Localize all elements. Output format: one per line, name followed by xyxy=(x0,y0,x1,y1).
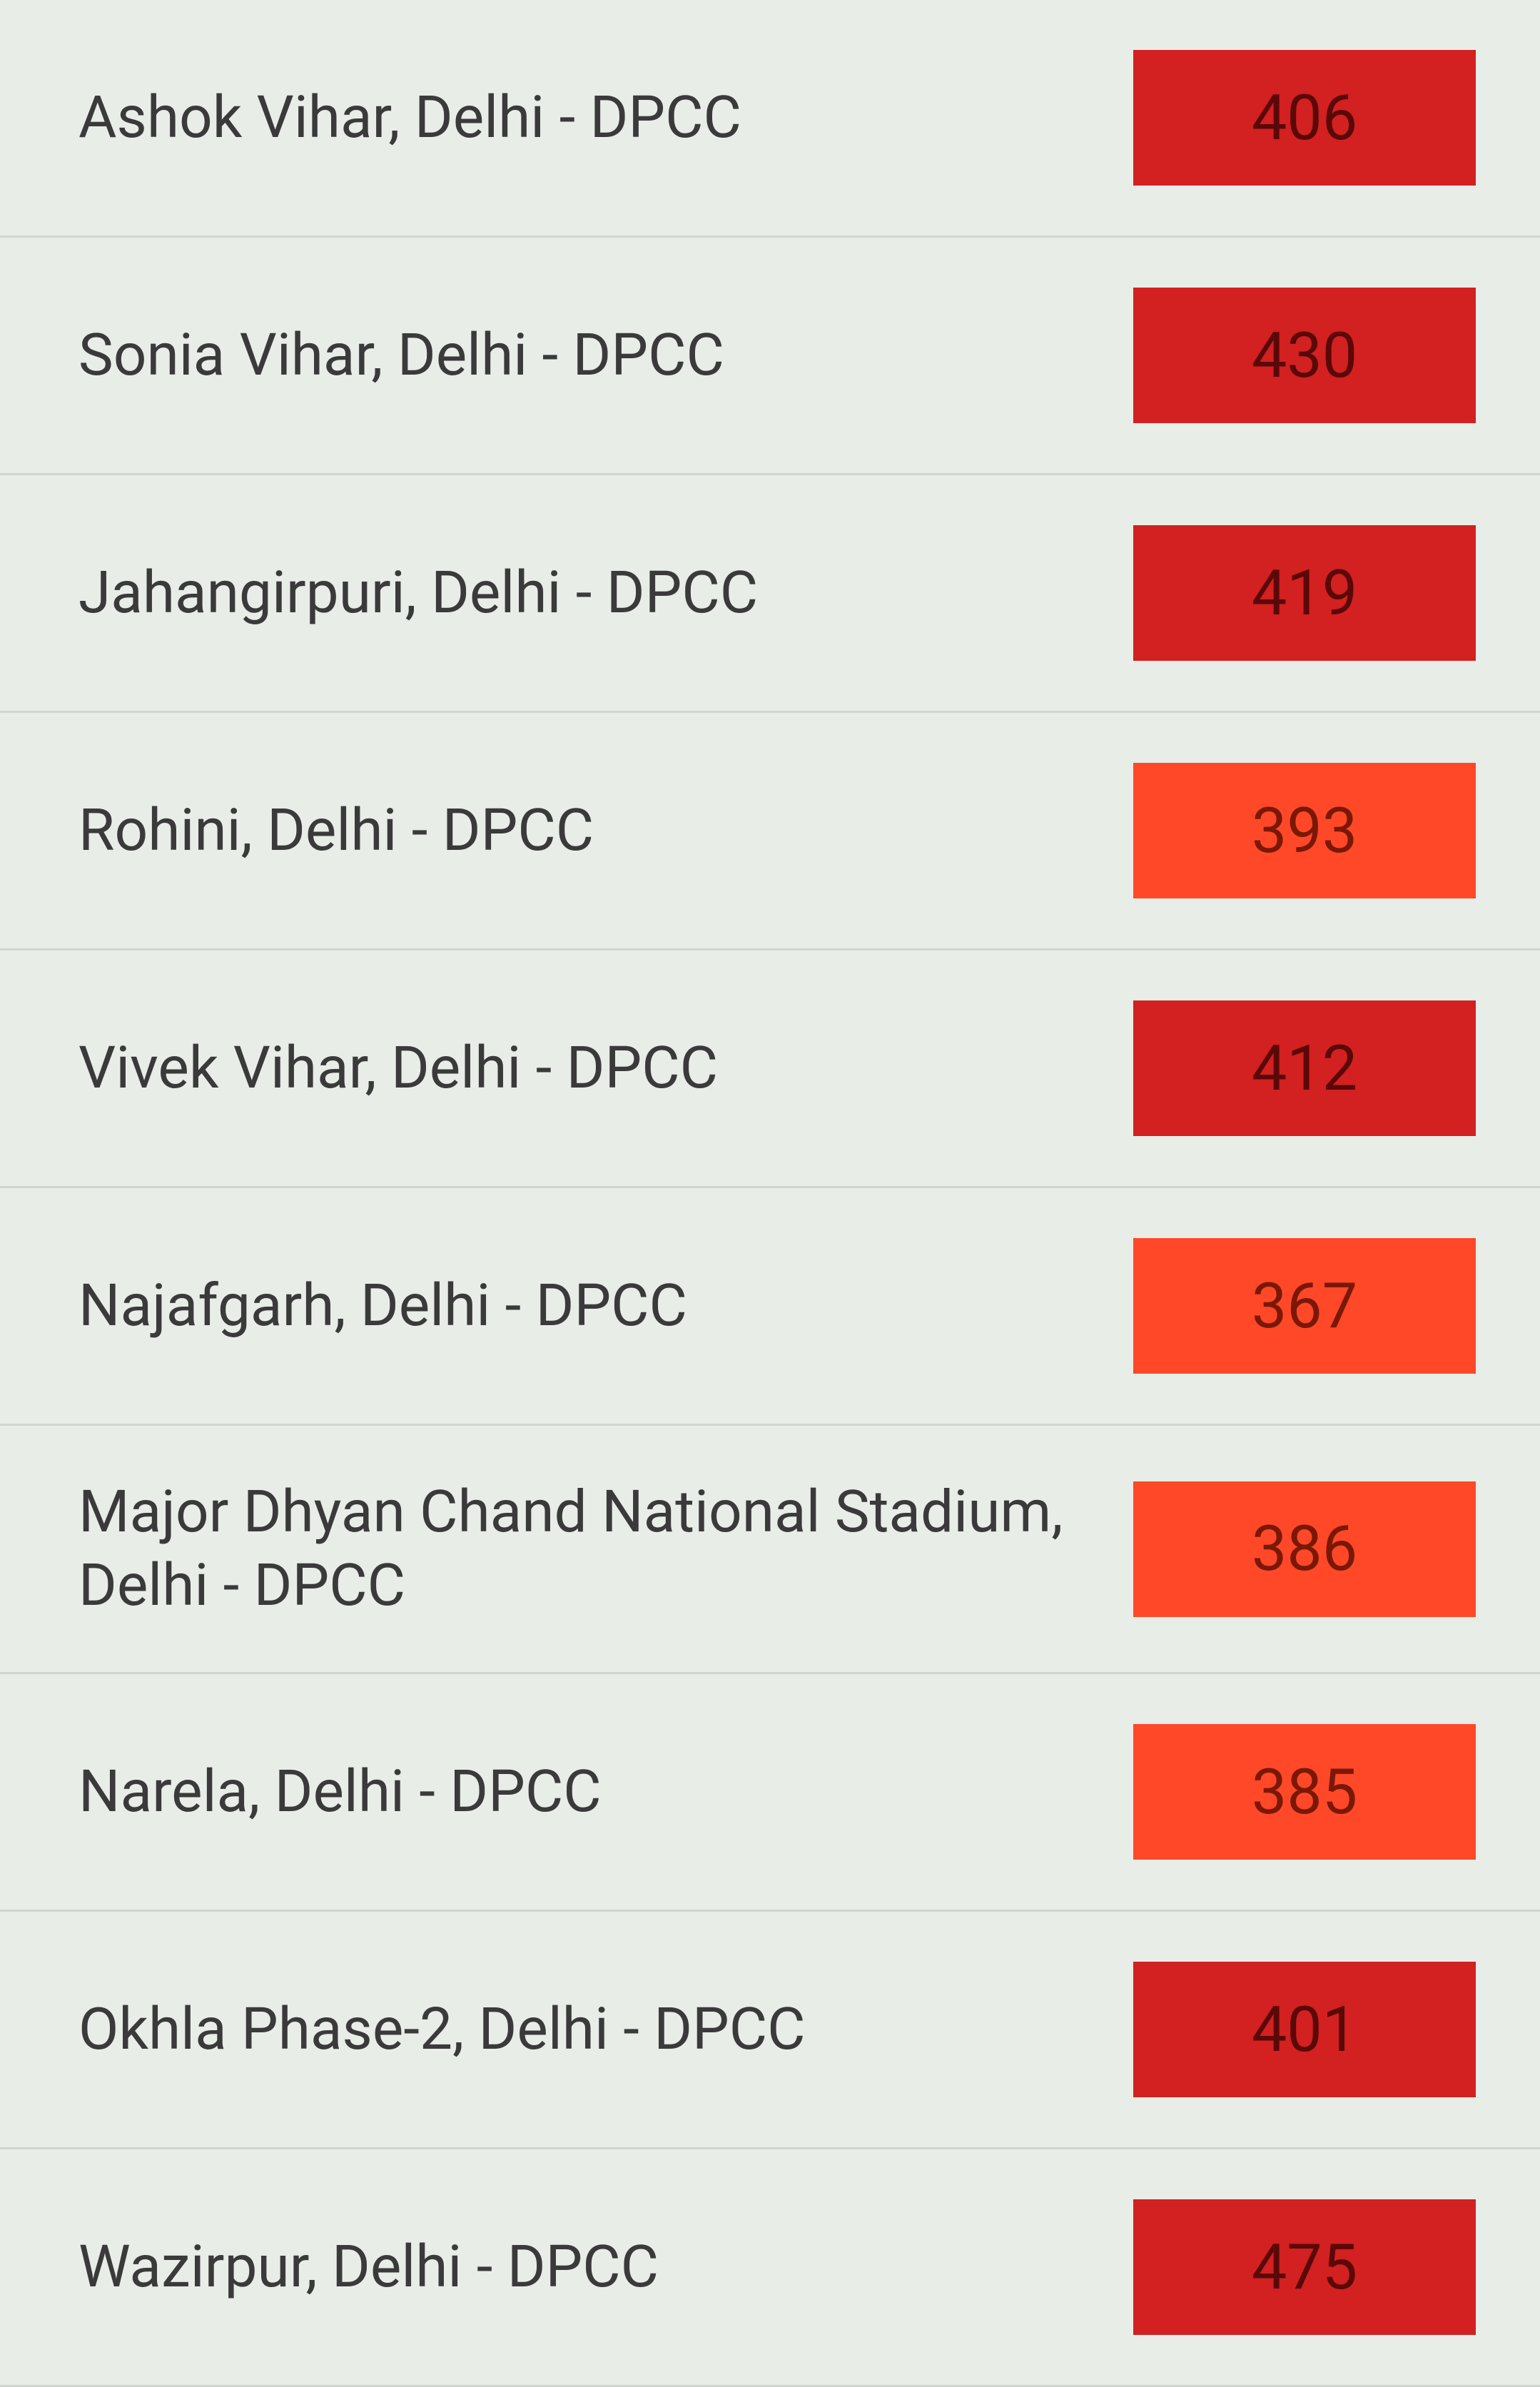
aqi-badge: 406 xyxy=(1133,50,1476,186)
list-item[interactable]: Sonia Vihar, Delhi - DPCC 430 xyxy=(0,238,1540,475)
list-item[interactable]: Wazirpur, Delhi - DPCC 475 xyxy=(0,2149,1540,2387)
list-item[interactable]: Major Dhyan Chand National Stadium, Delh… xyxy=(0,1426,1540,1674)
aqi-badge: 385 xyxy=(1133,1724,1476,1860)
aqi-badge: 386 xyxy=(1133,1481,1476,1617)
list-item[interactable]: Najafgarh, Delhi - DPCC 367 xyxy=(0,1188,1540,1426)
station-label: Rohini, Delhi - DPCC xyxy=(78,794,1133,868)
station-label: Okhla Phase-2, Delhi - DPCC xyxy=(78,1993,1133,2067)
station-label: Wazirpur, Delhi - DPCC xyxy=(78,2231,1133,2304)
station-label: Ashok Vihar, Delhi - DPCC xyxy=(78,81,1133,155)
aqi-badge: 412 xyxy=(1133,1000,1476,1136)
list-item[interactable]: Jahangirpuri, Delhi - DPCC 419 xyxy=(0,475,1540,713)
aqi-badge: 430 xyxy=(1133,288,1476,423)
station-label: Jahangirpuri, Delhi - DPCC xyxy=(78,557,1133,630)
aqi-badge: 475 xyxy=(1133,2199,1476,2335)
aqi-badge: 401 xyxy=(1133,1962,1476,2097)
list-item[interactable]: Rohini, Delhi - DPCC 393 xyxy=(0,713,1540,951)
station-label: Najafgarh, Delhi - DPCC xyxy=(78,1269,1133,1343)
list-item[interactable]: Okhla Phase-2, Delhi - DPCC 401 xyxy=(0,1912,1540,2149)
aqi-badge: 419 xyxy=(1133,525,1476,661)
station-label: Narela, Delhi - DPCC xyxy=(78,1755,1133,1829)
station-label: Vivek Vihar, Delhi - DPCC xyxy=(78,1032,1133,1105)
station-label: Sonia Vihar, Delhi - DPCC xyxy=(78,319,1133,392)
aqi-station-list: Ashok Vihar, Delhi - DPCC 406 Sonia Viha… xyxy=(0,0,1540,2387)
aqi-badge: 367 xyxy=(1133,1238,1476,1374)
station-label: Major Dhyan Chand National Stadium, Delh… xyxy=(78,1476,1133,1622)
aqi-badge: 393 xyxy=(1133,763,1476,898)
list-item[interactable]: Ashok Vihar, Delhi - DPCC 406 xyxy=(0,0,1540,238)
list-item[interactable]: Vivek Vihar, Delhi - DPCC 412 xyxy=(0,951,1540,1188)
list-item[interactable]: Narela, Delhi - DPCC 385 xyxy=(0,1674,1540,1912)
